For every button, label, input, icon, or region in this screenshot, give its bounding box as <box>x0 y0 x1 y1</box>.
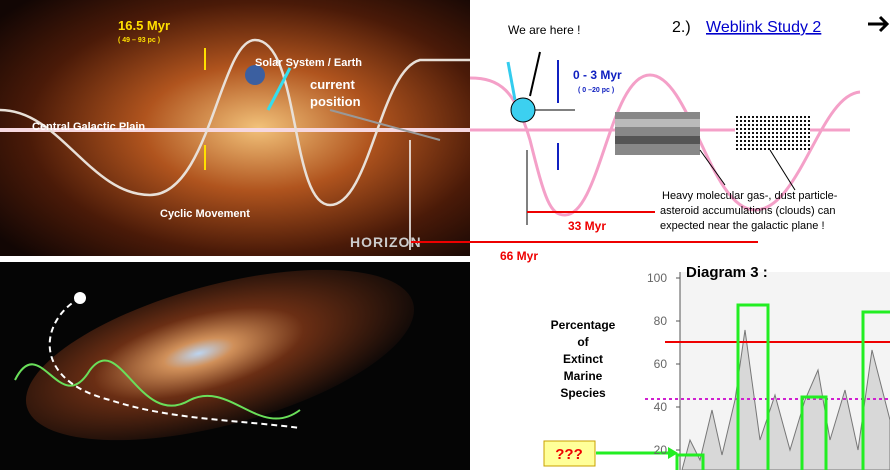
diagram-title: Diagram 3 : <box>686 264 768 281</box>
position-label: position <box>310 94 361 109</box>
galaxy <box>25 269 415 441</box>
arrow <box>266 67 292 111</box>
half-period: 33 Myr <box>568 219 606 233</box>
diagram: Diagram 3 : ??? Percentage of Extinct Marin… <box>543 264 890 470</box>
period-label: 16.5 Myr <box>118 18 170 33</box>
cloud-note: expected near the galactic plane ! <box>660 220 825 232</box>
schematic: We are here ! 0 - 3 Myr ( 0 –20 pc ) 33 … <box>409 23 861 263</box>
cloud-note: asteroid accumulations (clouds) can <box>660 205 835 217</box>
y-axis-label: Species <box>560 386 606 400</box>
arrow <box>529 51 541 97</box>
range-pc: ( 0 –20 pc ) <box>578 87 614 94</box>
y-axis-label: Percentage <box>551 318 616 332</box>
position-label: current <box>310 77 355 92</box>
cycle-curve <box>0 38 470 207</box>
link-number: 2.) <box>672 19 691 36</box>
y-tick-label: 100 <box>647 271 667 285</box>
plane-label: Central Galactic Plain <box>32 121 145 133</box>
period-range: ( 49 – 93 pc ) <box>118 37 160 44</box>
extinction-profile <box>681 329 890 470</box>
cloud-block <box>735 115 810 150</box>
marker-box <box>543 440 596 467</box>
event-box <box>861 310 890 470</box>
y-tick-label: 40 <box>654 400 668 414</box>
cycle-curve <box>469 73 861 217</box>
pointer <box>769 149 796 191</box>
bottom-image <box>0 262 470 470</box>
here-label: We are here ! <box>508 23 580 37</box>
unknown-marker: ??? <box>555 446 583 463</box>
logo: HORIZON <box>350 234 422 250</box>
arrow <box>329 109 441 141</box>
cloud-stripe <box>615 136 700 144</box>
y-tick-label: 60 <box>654 357 668 371</box>
weblink[interactable]: Weblink Study 2 <box>706 19 821 36</box>
event-box <box>736 303 770 470</box>
earth <box>510 97 536 123</box>
range-label: 0 - 3 Myr <box>573 68 622 82</box>
full-period: 66 Myr <box>500 249 538 263</box>
y-axis-label: Marine <box>564 369 603 383</box>
top-image: 16.5 Myr ( 49 – 93 pc ) Solar System / E… <box>0 0 470 256</box>
earth <box>245 65 265 85</box>
pointer <box>699 149 726 186</box>
cloud-block <box>615 112 700 155</box>
sun <box>74 292 86 304</box>
event-box <box>800 395 828 470</box>
y-axis-label: Extinct <box>563 352 603 366</box>
object-label: Solar System / Earth <box>255 57 362 69</box>
y-tick-label: 80 <box>654 314 668 328</box>
dash-path <box>48 297 301 429</box>
y-tick-label: 20 <box>654 443 668 457</box>
movement-label: Cyclic Movement <box>160 208 250 220</box>
cloud-note: Heavy molecular gas-, dust particle- <box>662 190 838 202</box>
arrow <box>506 61 517 101</box>
arrow-icon <box>868 15 890 33</box>
y-axis-label: of <box>577 335 589 349</box>
green-path <box>14 359 301 420</box>
event-box <box>675 453 705 470</box>
cloud-stripe <box>615 119 700 127</box>
arrowhead <box>668 447 678 459</box>
